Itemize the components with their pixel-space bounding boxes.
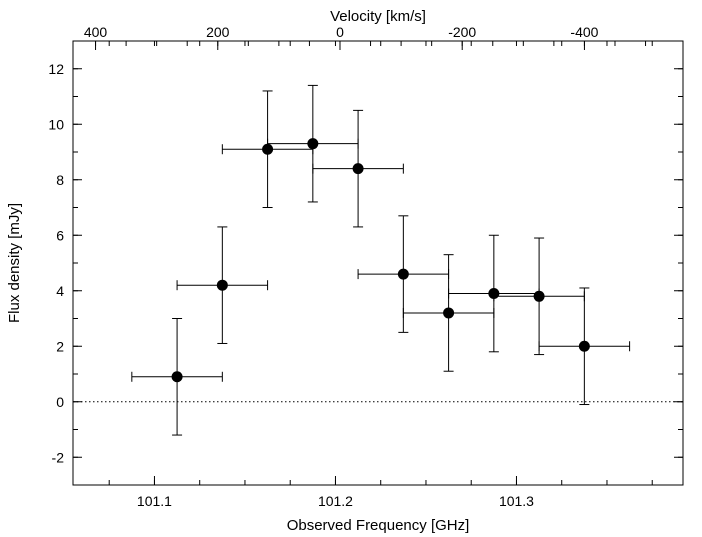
data-point	[171, 371, 183, 383]
x-tick-label: 101.2	[318, 493, 353, 509]
y-tick-label: 6	[56, 227, 64, 243]
data-marks	[73, 84, 683, 436]
top-tick-label: -400	[570, 24, 598, 40]
data-point	[397, 268, 409, 280]
data-point	[443, 307, 455, 319]
top-tick-label: 400	[84, 24, 108, 40]
y-tick-label: 0	[56, 394, 64, 410]
y-tick-label: 12	[48, 61, 64, 77]
top-tick-label: 200	[206, 24, 230, 40]
data-point	[262, 143, 274, 155]
y-tick-label: 2	[56, 338, 64, 354]
data-point	[352, 163, 364, 175]
top-tick-label: 0	[336, 24, 344, 40]
data-point	[307, 138, 319, 150]
y-tick-label: 8	[56, 172, 64, 188]
y-axis-title: Flux density [mJy]	[6, 203, 23, 323]
top-tick-label: -200	[448, 24, 476, 40]
y-tick-label: 4	[56, 283, 64, 299]
data-point	[216, 279, 228, 291]
axes: 101.1 101.2 101.3 -2 0 2 4 6 8 10 12 400 200 0 -200 -40…	[48, 24, 683, 509]
x-tick-label: 101.1	[137, 493, 172, 509]
y-tick-label: -2	[52, 449, 65, 465]
y-tick-label: 10	[48, 116, 64, 132]
x-axis-title: Observed Frequency [GHz]	[287, 517, 470, 534]
top-axis-title: Velocity [km/s]	[330, 8, 426, 25]
plot-frame	[72, 40, 684, 486]
x-tick-label: 101.3	[499, 493, 534, 509]
data-point	[533, 290, 545, 302]
data-point	[578, 340, 590, 352]
